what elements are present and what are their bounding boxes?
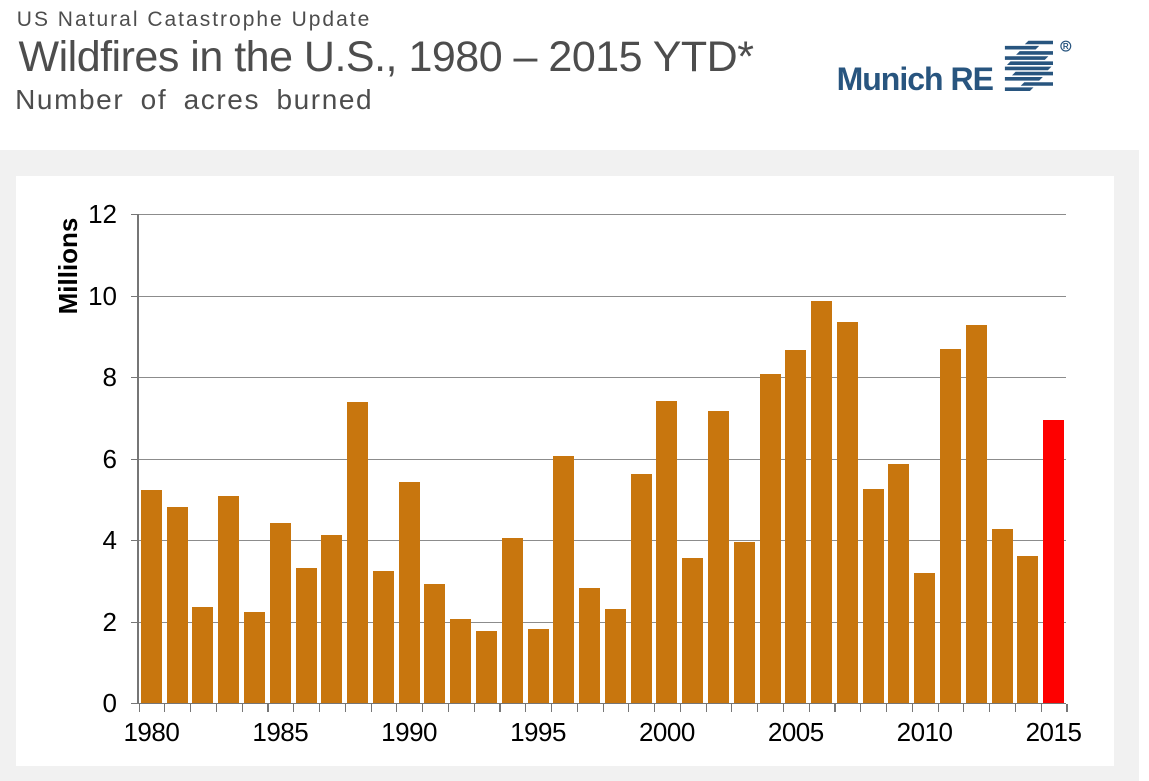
svg-text:R: R	[1063, 42, 1069, 51]
